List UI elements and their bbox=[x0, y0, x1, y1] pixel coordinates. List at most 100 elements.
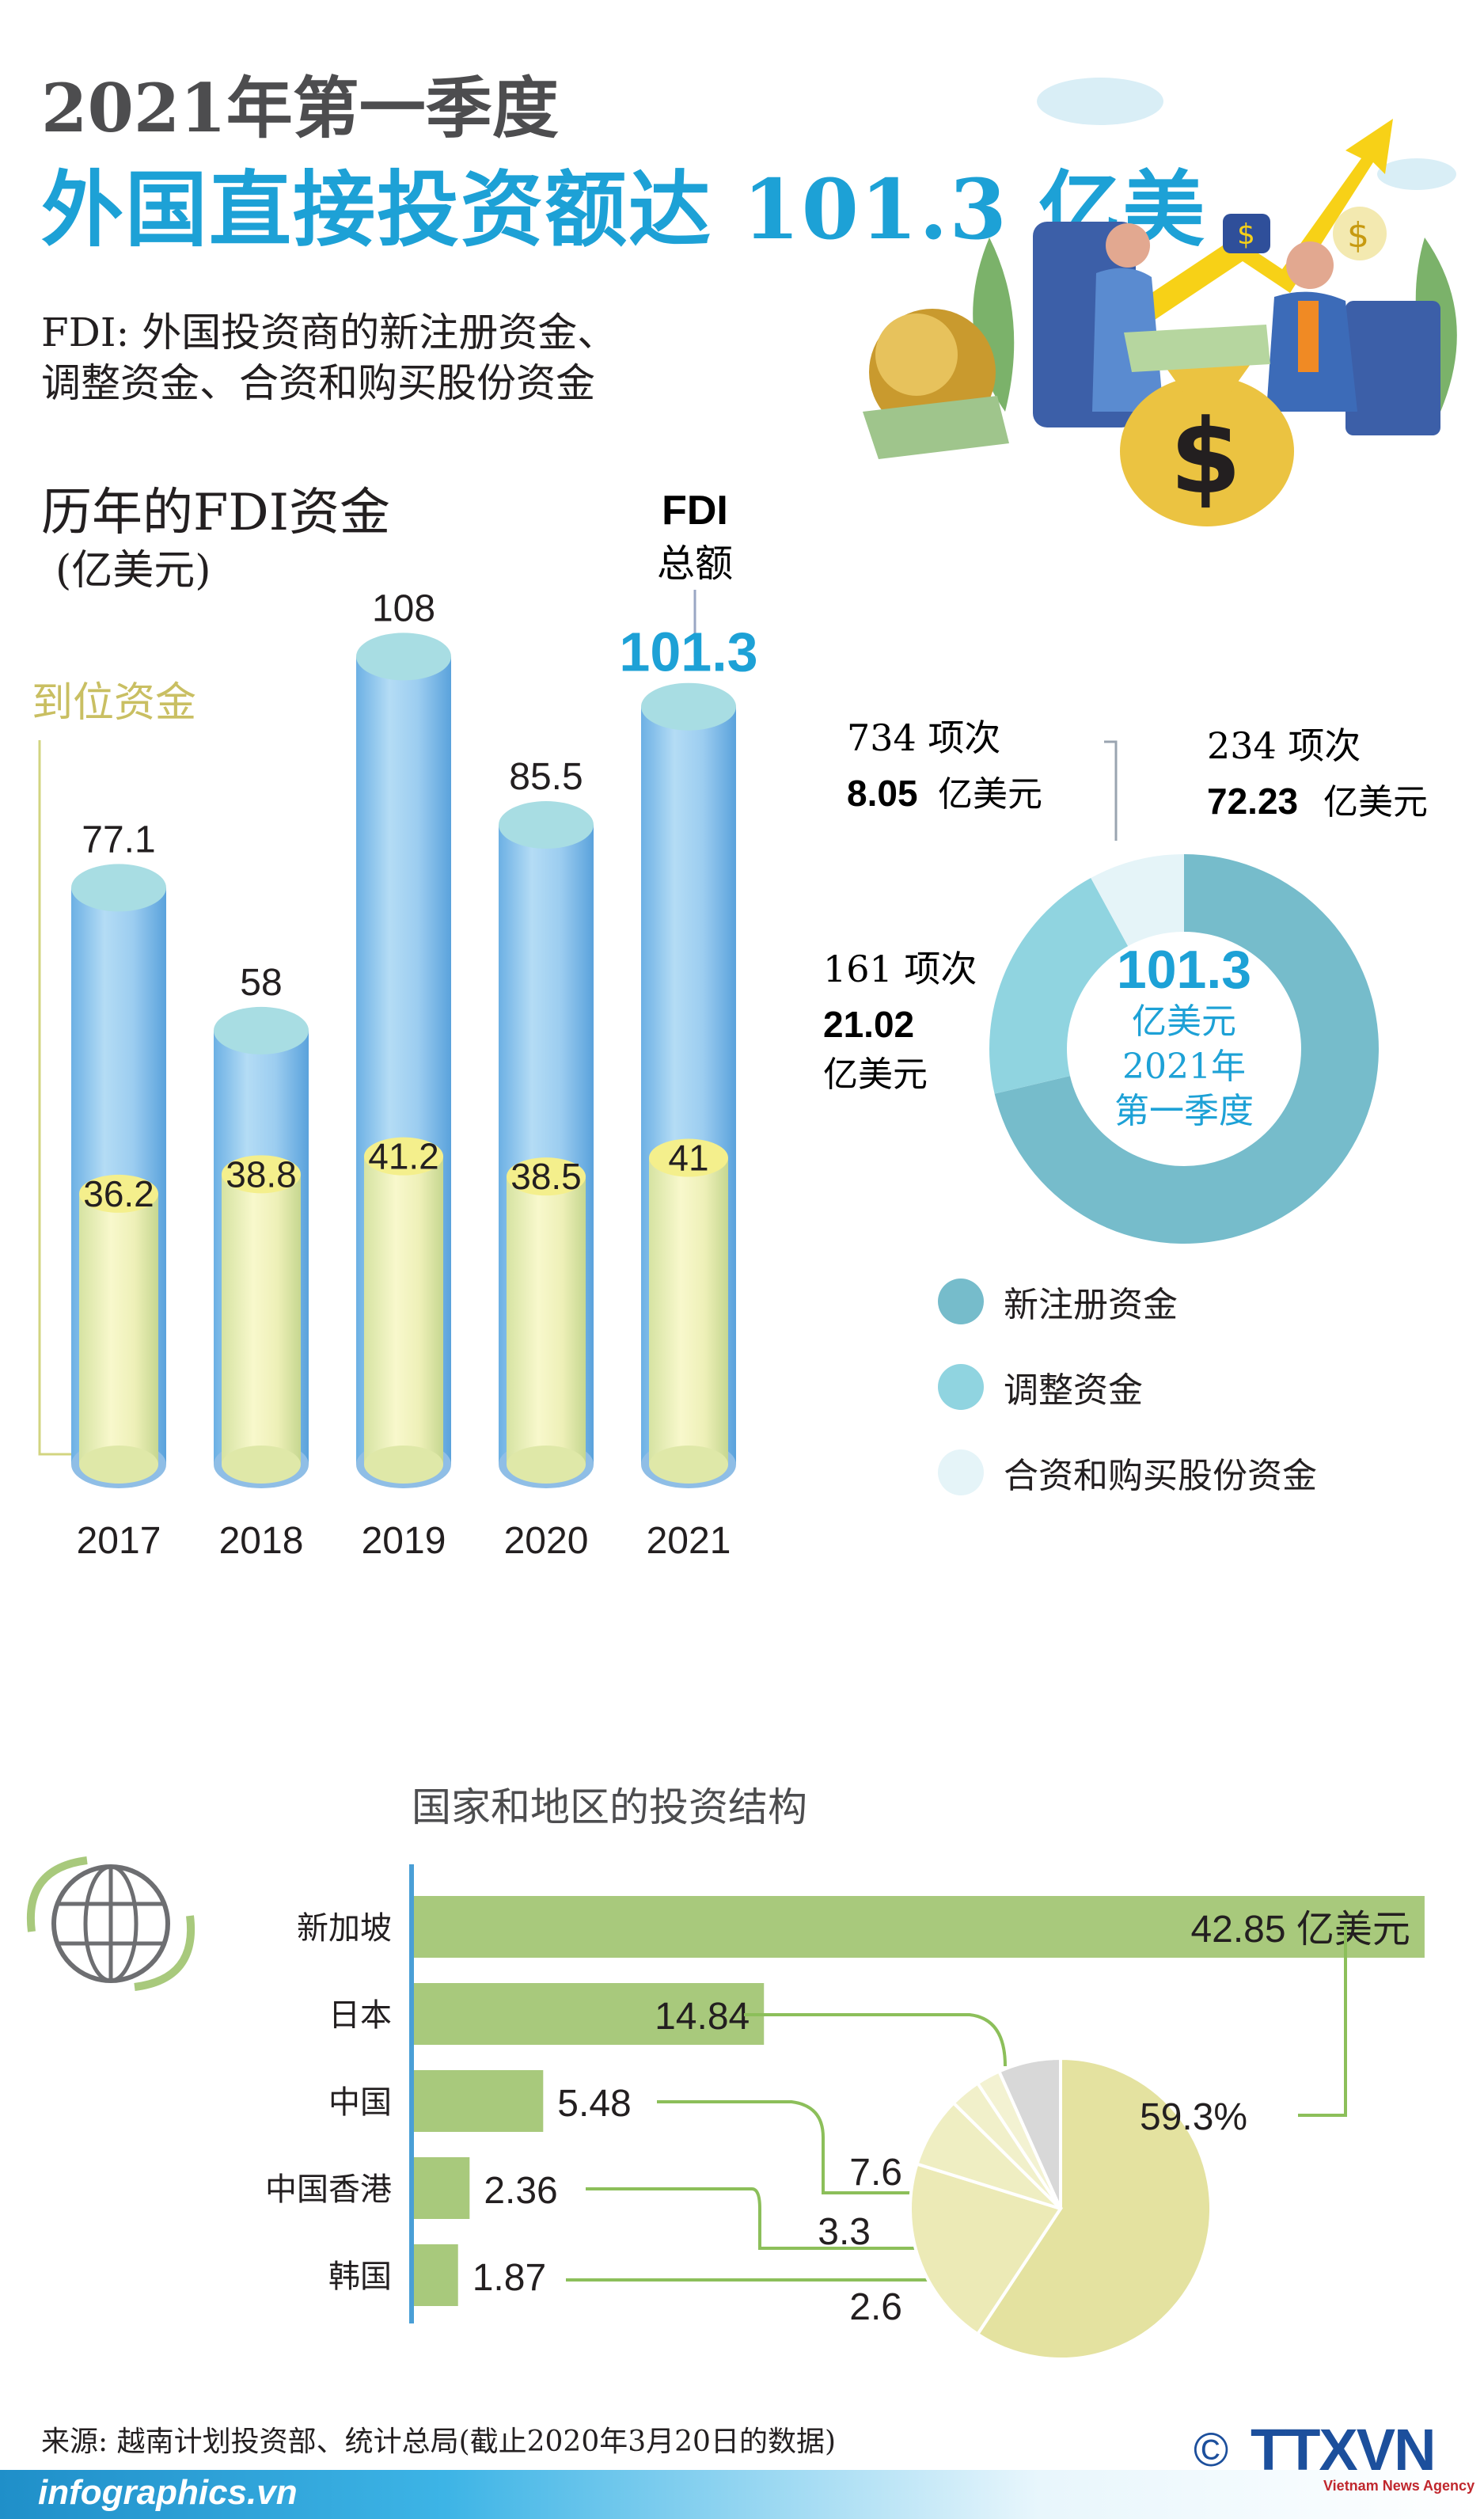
cylinder-total-label: 101.3 bbox=[619, 621, 757, 683]
pie-slice bbox=[909, 2162, 1064, 2337]
country-bar bbox=[414, 2244, 458, 2306]
donut-slice bbox=[1091, 854, 1184, 947]
donut-label-adjusted-unit: 亿美元 bbox=[823, 1054, 928, 1095]
fdi-chart-title: 历年的FDI资金 bbox=[41, 484, 390, 542]
donut-center-line3: 第一季度 bbox=[1114, 1091, 1254, 1131]
growth-arrow-icon bbox=[1140, 119, 1393, 325]
donut-label-joint-value: 8.05 bbox=[847, 773, 918, 814]
cylinder-disbursed-top bbox=[364, 1137, 443, 1176]
title-line1: 2021年第一季度 bbox=[41, 69, 559, 147]
country-value-label: 14.84 bbox=[655, 1996, 750, 2038]
cylinder-year-label: 2020 bbox=[504, 1520, 589, 1562]
cylinder-disbursed-base bbox=[222, 1446, 301, 1484]
donut-center-value: 101.3 bbox=[1117, 940, 1251, 1000]
country-bar bbox=[414, 2070, 544, 2132]
money-stack-icon bbox=[863, 396, 1009, 459]
cylinder-total-top bbox=[214, 1006, 309, 1054]
cylinder-total-label: 108 bbox=[372, 587, 435, 629]
globe-shine-icon bbox=[875, 313, 958, 396]
structure-chart-title: 国家和地区的投资结构 bbox=[412, 1784, 807, 1830]
cylinder-total-top bbox=[71, 864, 166, 912]
person-head-icon bbox=[1106, 223, 1150, 268]
fdi-definition-line2: 调整资金、合资和购买股份资金 bbox=[41, 360, 595, 406]
cylinder-total-top bbox=[356, 633, 451, 681]
donut-center-line2: 2021年 bbox=[1122, 1047, 1246, 1087]
cylinder-disbursed-top bbox=[79, 1174, 158, 1213]
cloud-shape bbox=[1037, 78, 1163, 125]
disbursed-label: 到位资金 bbox=[32, 679, 196, 727]
cylinder-total-top bbox=[641, 682, 736, 731]
money-bag-dollar-icon: $ bbox=[1170, 397, 1241, 517]
pie-slice bbox=[996, 2056, 1062, 2209]
pie-slice-label: 59.3% bbox=[1140, 2096, 1247, 2138]
legend-label-adjusted: 调整资金 bbox=[1004, 1370, 1143, 1411]
cylinder-year-label: 2019 bbox=[362, 1520, 446, 1562]
legend-dot-joint bbox=[938, 1449, 984, 1495]
coin-icon bbox=[1333, 207, 1387, 260]
cylinder-total-top bbox=[499, 801, 594, 849]
donut-slice bbox=[994, 854, 1379, 1244]
donut-callout-line bbox=[1104, 740, 1118, 841]
money-bag-top-icon bbox=[1163, 364, 1251, 392]
donut-label-new-count: 234 项次 bbox=[1207, 724, 1361, 767]
person-shirt-icon bbox=[1298, 301, 1319, 372]
dollar-icon: $ bbox=[1237, 218, 1255, 251]
total-label-line1: FDI bbox=[662, 488, 728, 534]
dollar-icon: $ bbox=[1347, 215, 1369, 256]
cylinder-disbursed-top bbox=[507, 1157, 586, 1196]
connector-singapore bbox=[1298, 1924, 1347, 2117]
cylinder-disbursed-base bbox=[79, 1446, 158, 1484]
donut-slice bbox=[989, 878, 1129, 1094]
cylinder-disbursed-label: 38.5 bbox=[510, 1156, 582, 1197]
cylinder-disbursed-body bbox=[222, 1174, 301, 1465]
cylinder-disbursed-base bbox=[649, 1446, 728, 1484]
legend-label-new: 新注册资金 bbox=[1004, 1285, 1178, 1325]
country-bar bbox=[414, 2157, 470, 2219]
donut-label-adjusted-value: 21.02 bbox=[823, 1004, 914, 1045]
site-link[interactable]: infographics.vn bbox=[38, 2473, 298, 2512]
donut-label-new-unit: 亿美元 bbox=[1323, 782, 1428, 823]
cylinder-disbursed-label: 41 bbox=[668, 1138, 708, 1179]
pie-connector-lines bbox=[566, 1924, 1347, 2282]
fdi-definition: FDI: 外国投资商的新注册资金、 调整资金、合资和购买股份资金 bbox=[41, 307, 617, 408]
capital-donut-chart bbox=[989, 854, 1379, 1244]
cylinder-year-label: 2018 bbox=[219, 1520, 304, 1562]
total-label-line2: 总额 bbox=[657, 541, 733, 586]
cylinder-year-label: 2021 bbox=[647, 1520, 731, 1562]
pie-slice-label: 7.6 bbox=[849, 2152, 902, 2194]
cylinder-disbursed-label: 38.8 bbox=[226, 1153, 297, 1195]
cylinder-disbursed-label: 36.2 bbox=[83, 1173, 154, 1214]
country-pie-chart: 59.3%20.57.63.32.6 bbox=[818, 2056, 1247, 2361]
country-value-label: 1.87 bbox=[473, 2257, 546, 2299]
cylinder-disbursed-body bbox=[507, 1176, 586, 1465]
chat-bubble-icon bbox=[1223, 214, 1270, 253]
legend-dot-adjusted bbox=[938, 1364, 984, 1410]
country-value-label: 2.36 bbox=[484, 2170, 557, 2212]
cylinder-disbursed-top bbox=[222, 1155, 301, 1194]
donut-label-adjusted-count: 161 项次 bbox=[823, 948, 977, 990]
copyright-icon: © bbox=[1194, 2423, 1229, 2476]
donut-label-new-value: 72.23 bbox=[1207, 781, 1298, 822]
country-label: 中国 bbox=[328, 2084, 392, 2121]
connector-china bbox=[657, 2100, 922, 2194]
laptop-shape bbox=[1345, 301, 1440, 435]
source-note: 来源: 越南计划投资部、统计总局(截止2020年3月20日的数据) bbox=[41, 2426, 836, 2458]
person-head-icon bbox=[1286, 241, 1334, 289]
pie-slice-label: 2.6 bbox=[849, 2286, 902, 2328]
country-label: 韩国 bbox=[328, 2259, 392, 2295]
donut-label-joint-count: 734 项次 bbox=[847, 716, 1000, 759]
cylinder-total-label: 85.5 bbox=[509, 756, 583, 798]
donut-center-line1: 亿美元 bbox=[1132, 1001, 1236, 1042]
country-bar bbox=[414, 1983, 765, 2045]
cylinder-disbursed-body bbox=[79, 1193, 158, 1465]
cylinder-total-label: 77.1 bbox=[82, 819, 155, 861]
country-value-label: 42.85 亿美元 bbox=[1190, 1909, 1410, 1951]
money-bag-icon bbox=[1120, 376, 1294, 526]
country-value-label: 5.48 bbox=[557, 2083, 631, 2125]
cylinder-disbursed-body bbox=[364, 1156, 443, 1465]
investment-illustration: $ $ $ bbox=[863, 78, 1457, 526]
legend-label-joint: 合资和购买股份资金 bbox=[1004, 1456, 1317, 1496]
country-bar bbox=[414, 1896, 1425, 1958]
